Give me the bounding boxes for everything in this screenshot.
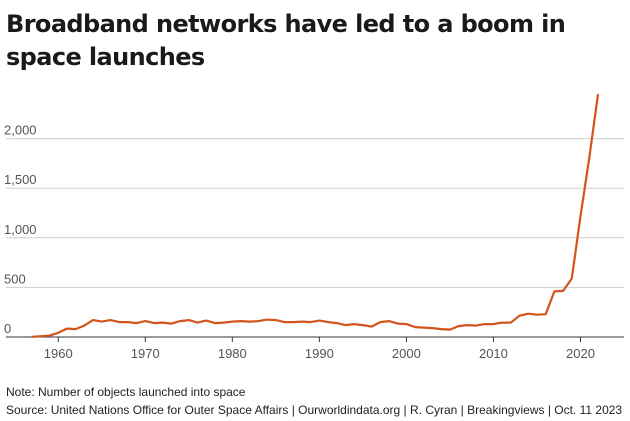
x-tick-label-2000: 2000: [392, 346, 421, 361]
note-text: Note: Number of objects launched into sp…: [6, 385, 246, 399]
x-tick-label-1980: 1980: [218, 346, 247, 361]
y-tick-label-2000: 2,000: [4, 123, 37, 138]
y-tick-label-500: 500: [4, 271, 26, 286]
x-axis-tick-labels: 1960 1970 1980 1990 2000 2010 2020: [44, 346, 595, 361]
x-tick-label-1970: 1970: [131, 346, 160, 361]
gridlines: [6, 138, 624, 288]
x-tick-label-1990: 1990: [305, 346, 334, 361]
y-tick-label-0: 0: [4, 321, 11, 336]
y-tick-label-1000: 1,000: [4, 222, 37, 237]
y-tick-label-1500: 1,500: [4, 172, 37, 187]
chart-title: Broadband networks have led to a boom in…: [6, 10, 566, 71]
source-text: Source: United Nations Office for Outer …: [6, 403, 623, 417]
x-axis-tick-marks: [57, 337, 581, 342]
x-tick-label-2010: 2010: [479, 346, 508, 361]
x-tick-label-1960: 1960: [44, 346, 73, 361]
chart-footnotes: Note: Number of objects launched into sp…: [6, 383, 622, 419]
y-axis-tick-labels: 0 500 1,000 1,500 2,000: [4, 123, 37, 336]
series-line-objects-launched: [31, 93, 599, 338]
x-tick-label-2020: 2020: [566, 346, 595, 361]
